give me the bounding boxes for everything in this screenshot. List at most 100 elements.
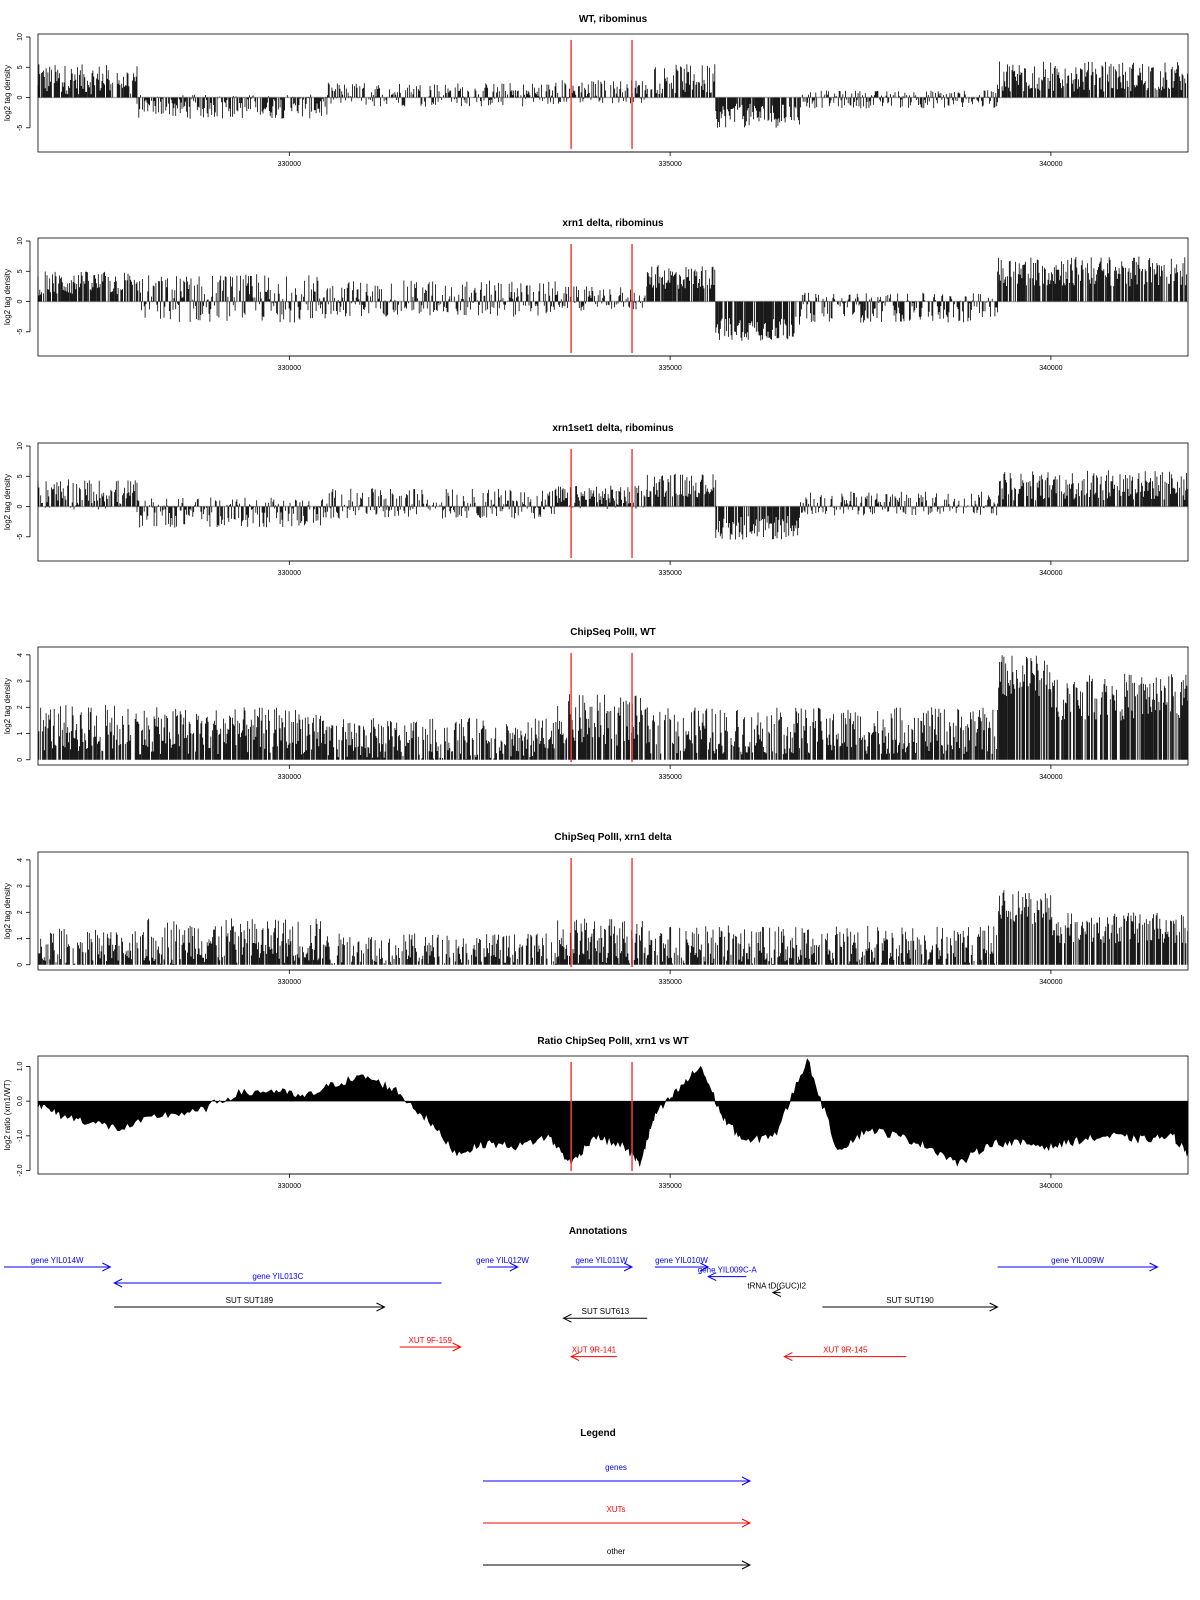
- track-panel-4: ChipSeq PolII, WT log2 tag density 0 1 2 3 4 33…: [3, 627, 1189, 781]
- annotation-arrow-head: [509, 1262, 519, 1272]
- panel-frame: [37, 33, 1189, 153]
- y-tick-label: 2: [17, 705, 24, 709]
- panel-title: ChipSeq PolII, WT: [570, 627, 656, 638]
- track-panel-2: xrn1 delta, ribominus log2 tag density -5 0…: [3, 218, 1189, 372]
- density-bars: [38, 890, 1189, 965]
- panel-frame: [37, 646, 1189, 766]
- x-tick-label: 330000: [278, 979, 301, 986]
- panel-title: Ratio ChipSeq PolII, xrn1 vs WT: [537, 1036, 688, 1047]
- x-tick-label: 335000: [658, 774, 681, 781]
- annotation-arrow-head: [623, 1262, 634, 1272]
- y-tick-label: 0.0: [17, 1096, 24, 1106]
- data-marks: [38, 655, 1189, 760]
- y-tick-label: 0: [17, 963, 24, 967]
- x-tick-label: 340000: [1039, 979, 1062, 986]
- y-axis-label: log2 ratio (xrn1/WT): [3, 1079, 12, 1150]
- y-tick-label: 5: [17, 65, 24, 69]
- data-marks: [38, 890, 1189, 965]
- y-axis-label: log2 tag density: [3, 269, 12, 325]
- annotation-label: gene YIL009W: [1051, 1256, 1104, 1265]
- y-tick-label: 3: [17, 884, 24, 888]
- y-tick-label: -2.0: [17, 1164, 24, 1176]
- y-axis-label: log2 tag density: [3, 65, 12, 121]
- annotation-label: SUT SUT613: [582, 1307, 630, 1316]
- legend-arrow-head: [741, 1476, 752, 1486]
- annotation-feature: SUT SUT190: [822, 1296, 999, 1312]
- x-tick-label: 340000: [1039, 570, 1062, 577]
- annotation-feature: gene YIL010W: [654, 1256, 710, 1272]
- data-marks: [37, 1058, 1189, 1167]
- x-tick-label: 335000: [658, 365, 681, 372]
- y-tick-label: 10: [17, 33, 24, 41]
- x-tick-label: 330000: [278, 1183, 301, 1190]
- y-tick-label: -5: [17, 534, 24, 540]
- annotation-label: SUT SUT190: [886, 1296, 934, 1305]
- annotation-feature: gene YIL013C: [113, 1272, 442, 1288]
- annotation-arrow-head: [562, 1313, 572, 1323]
- annotation-items: gene YIL014W gene YIL013C gene YIL012W gene…: [4, 1256, 1159, 1362]
- x-tick-label: 330000: [278, 774, 301, 781]
- x-tick-label: 340000: [1039, 1183, 1062, 1190]
- x-tick-label: 340000: [1039, 161, 1062, 168]
- density-bars: [38, 655, 1189, 760]
- annotation-arrow-head: [699, 1262, 710, 1272]
- legend-item-xut: XUTs: [483, 1505, 752, 1528]
- panel-frame: [37, 442, 1189, 562]
- annotation-label: XUT 9R-145: [823, 1346, 868, 1355]
- legend-label: XUTs: [606, 1505, 625, 1514]
- y-tick-label: 4: [17, 653, 24, 657]
- data-marks: [37, 470, 1188, 540]
- y-tick-label: 1.0: [17, 1061, 24, 1071]
- y-axis-label: log2 tag density: [3, 883, 12, 939]
- y-tick-label: 2: [17, 910, 24, 914]
- annotation-arrow-head: [783, 1352, 793, 1362]
- x-tick-label: 330000: [278, 570, 301, 577]
- annotation-label: XUT 9R-141: [572, 1346, 617, 1355]
- density-bars: [37, 470, 1188, 540]
- track-panel-6: Ratio ChipSeq PolII, xrn1 vs WT log2 rati…: [3, 1036, 1189, 1190]
- legend-label: genes: [605, 1463, 627, 1472]
- x-tick-label: 330000: [278, 365, 301, 372]
- panel-title: xrn1 delta, ribominus: [562, 218, 664, 229]
- panel-title: xrn1set1 delta, ribominus: [552, 423, 674, 434]
- x-tick-label: 335000: [658, 161, 681, 168]
- legend: Legend genes XUTs other: [483, 1428, 752, 1570]
- track-panel-1: WT, ribominus log2 tag density -5 0 5 10 33000…: [3, 14, 1189, 168]
- annotation-arrow-head: [1149, 1262, 1159, 1272]
- annotation-label: tRNA tD(GUC)I2: [747, 1282, 806, 1291]
- annotation-feature: SUT SUT189: [114, 1296, 386, 1312]
- y-tick-label: 4: [17, 858, 24, 862]
- legend-title: Legend: [580, 1428, 616, 1439]
- annotation-arrow-head: [113, 1278, 123, 1288]
- x-tick-label: 335000: [658, 979, 681, 986]
- annotation-label: gene YIL014W: [31, 1256, 84, 1265]
- annotation-arrow-head: [102, 1262, 112, 1272]
- annotation-feature: gene YIL009C-A: [698, 1266, 757, 1282]
- x-tick-label: 340000: [1039, 774, 1062, 781]
- x-tick-label: 330000: [278, 161, 301, 168]
- annotation-label: gene YIL011W: [575, 1256, 628, 1265]
- annotation-label: gene YIL010W: [655, 1256, 708, 1265]
- annotations-title: Annotations: [569, 1226, 628, 1237]
- y-axis-label: log2 tag density: [3, 474, 12, 530]
- annotation-label: gene YIL013C: [252, 1272, 303, 1281]
- annotation-arrow-head: [569, 1352, 580, 1362]
- y-tick-label: 3: [17, 679, 24, 683]
- legend-arrow-head: [741, 1518, 752, 1528]
- annotation-arrow-head: [771, 1288, 782, 1298]
- y-tick-label: 1: [17, 936, 24, 940]
- x-tick-label: 335000: [658, 1183, 681, 1190]
- y-tick-label: 0: [17, 299, 24, 303]
- annotation-feature: gene YIL011W: [571, 1256, 634, 1272]
- annotation-label: XUT 9F-159: [408, 1336, 452, 1345]
- ratio-area: [37, 1058, 1189, 1167]
- panel-title: WT, ribominus: [579, 14, 648, 25]
- panel-title: ChipSeq PolII, xrn1 delta: [554, 832, 672, 843]
- x-tick-label: 340000: [1039, 365, 1062, 372]
- y-tick-label: -5: [17, 125, 24, 131]
- annotation-label: gene YIL012W: [476, 1256, 529, 1265]
- annotation-feature: XUT 9R-145: [783, 1346, 907, 1362]
